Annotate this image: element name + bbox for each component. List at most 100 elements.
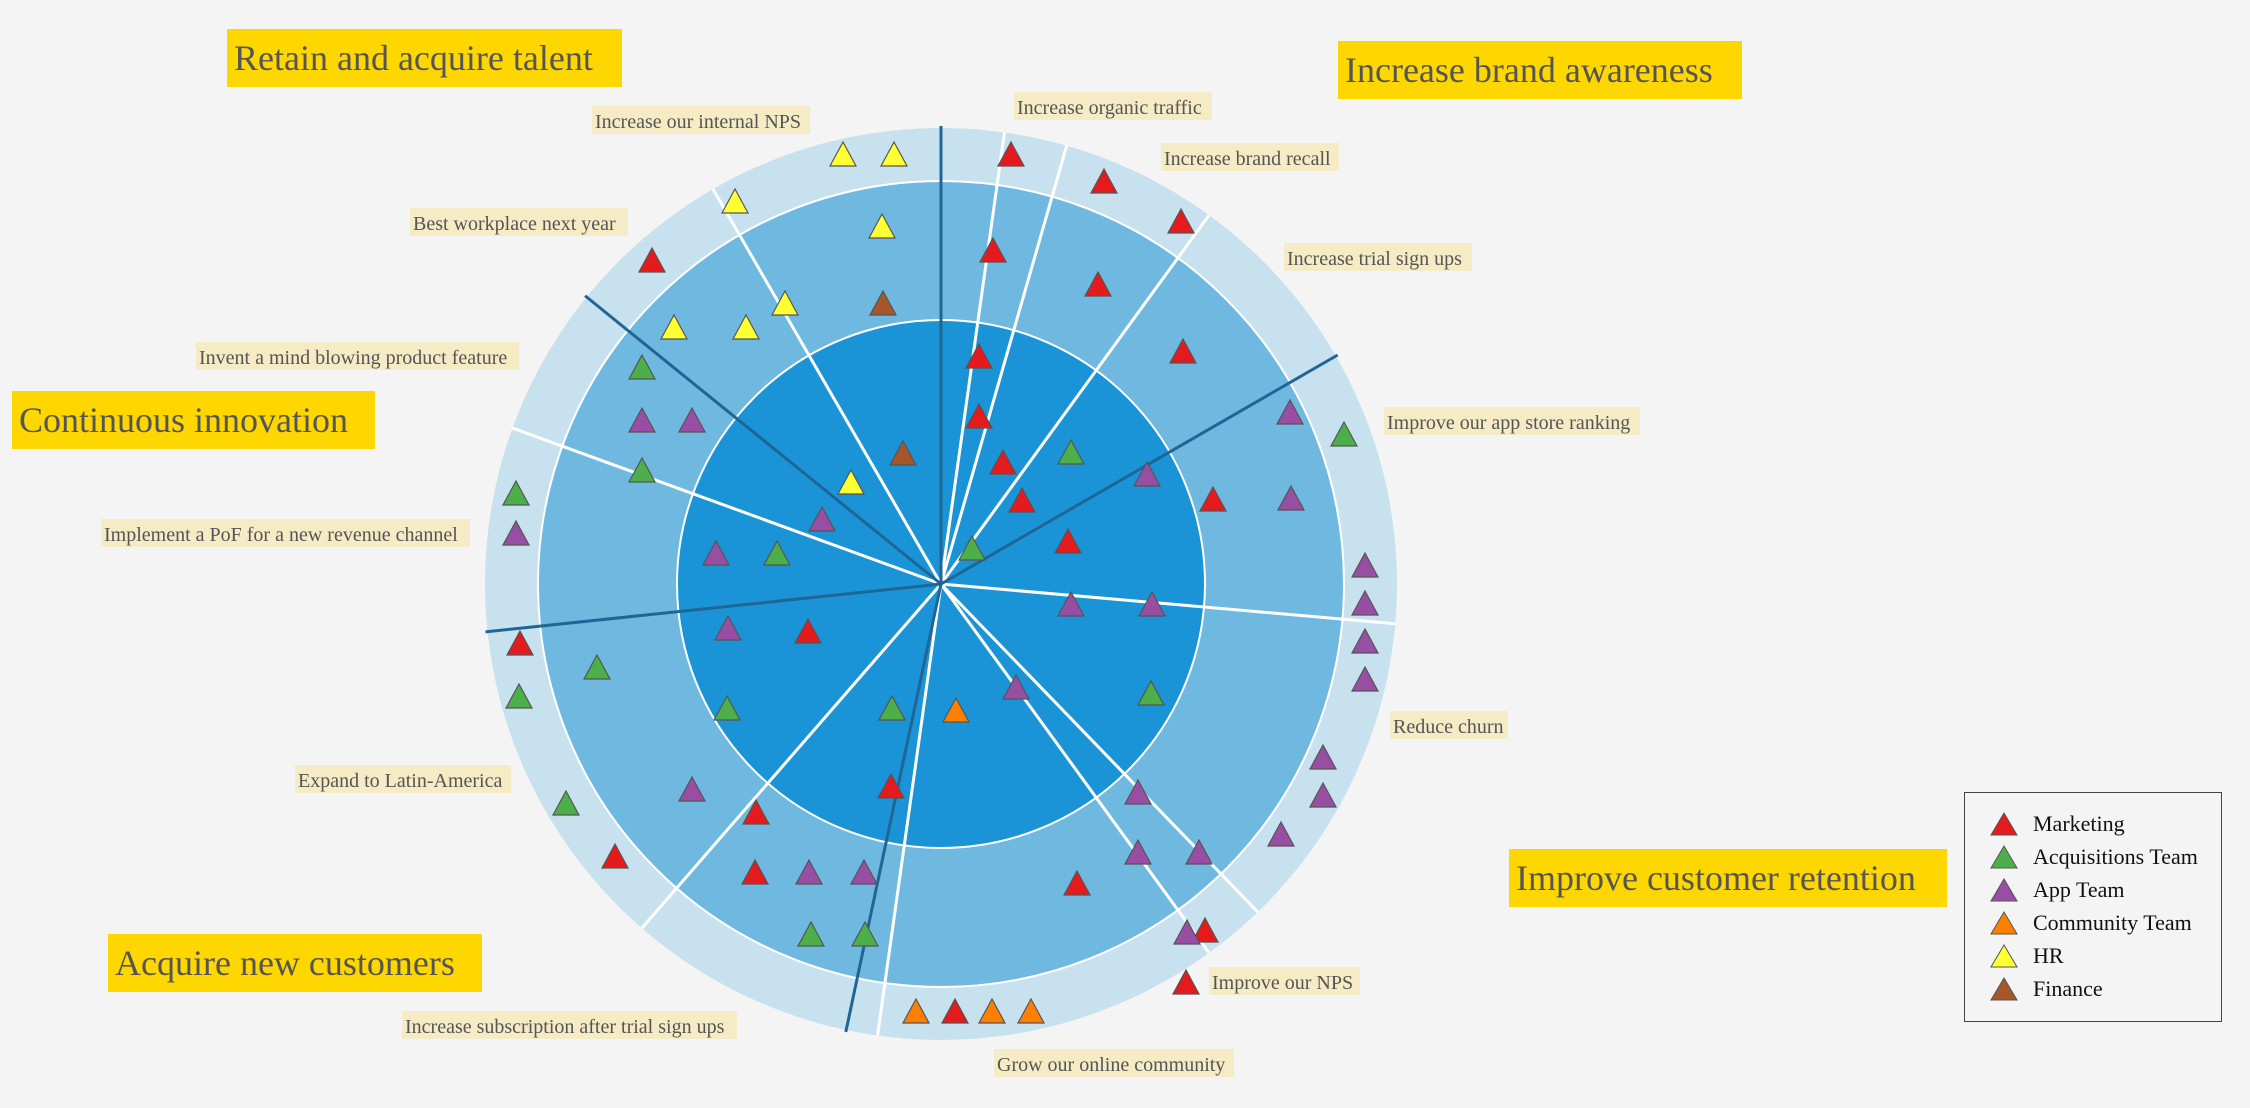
marker-community — [977, 997, 1007, 1024]
legend-label: Acquisitions Team — [2033, 843, 2198, 869]
marker-marketing — [1089, 167, 1119, 194]
triangle-icon — [1990, 943, 2018, 967]
objective-label: Expand to Latin-America — [295, 765, 511, 793]
marker-hr — [828, 140, 858, 167]
objective-divider — [940, 582, 1396, 626]
marker-app — [627, 406, 657, 433]
goal-divider — [844, 583, 943, 1033]
objective-label: Increase subscription after trial sign u… — [402, 1011, 737, 1039]
svg-text:Increase brand recall: Increase brand recall — [1164, 148, 1331, 170]
objective-label: Increase our internal NPS — [592, 106, 810, 134]
goal-title: Retain and acquire talent — [227, 29, 622, 87]
marker-hr — [836, 468, 866, 495]
marker-app — [1350, 627, 1380, 654]
marker-app — [1266, 820, 1296, 847]
marker-acquisitions — [957, 534, 987, 561]
goal-title: Continuous innovation — [12, 391, 375, 449]
legend-item-marketing: Marketing — [1989, 807, 2221, 840]
triangle-icon — [1990, 811, 2018, 835]
marker-marketing — [1171, 968, 1201, 995]
marker-marketing — [1190, 916, 1220, 943]
marker-acquisitions — [504, 682, 534, 709]
objective-label: Grow our online community — [994, 1049, 1234, 1077]
marker-marketing — [1198, 485, 1228, 512]
svg-text:Reduce churn: Reduce churn — [1393, 716, 1504, 738]
marker-acquisitions — [850, 920, 880, 947]
objective-label: Increase organic traffic — [1014, 92, 1212, 120]
marker-acquisitions — [1056, 438, 1086, 465]
objective-divider — [876, 583, 943, 1036]
objective-label: Increase brand recall — [1161, 143, 1339, 171]
marker-marketing — [1007, 486, 1037, 513]
triangle-icon — [1990, 910, 2018, 934]
goal-divider — [485, 582, 942, 634]
legend-item-app-team: App Team — [1989, 873, 2221, 906]
marker-hr — [867, 212, 897, 239]
marker-app — [677, 406, 707, 433]
objective-divider — [511, 426, 942, 586]
goal-divider — [584, 294, 942, 586]
marker-app — [1137, 590, 1167, 617]
goal-title: Improve customer retention — [1509, 849, 1947, 907]
svg-text:Improve our NPS: Improve our NPS — [1212, 972, 1353, 994]
marker-app — [807, 505, 837, 532]
marker-app — [713, 614, 743, 641]
svg-text:Acquire new customers: Acquire new customers — [115, 943, 455, 983]
marker-marketing — [1062, 869, 1092, 896]
svg-text:Improve customer retention: Improve customer retention — [1516, 858, 1916, 898]
marker-finance — [868, 289, 898, 316]
objective-label: Reduce churn — [1390, 711, 1508, 739]
legend-label: App Team — [2033, 876, 2125, 902]
marker-acquisitions — [877, 694, 907, 721]
marker-marketing — [996, 140, 1026, 167]
objective-label: Invent a mind blowing product feature — [196, 342, 519, 370]
marker-marketing — [964, 342, 994, 369]
marker-app — [1308, 781, 1338, 808]
svg-text:Expand to Latin-America: Expand to Latin-America — [298, 770, 502, 792]
marker-app — [1056, 590, 1086, 617]
marker-community — [901, 997, 931, 1024]
marker-marketing — [876, 772, 906, 799]
marker-acquisitions — [582, 653, 612, 680]
marker-app — [1001, 673, 1031, 700]
marker-acquisitions — [762, 539, 792, 566]
legend-label: HR — [2033, 942, 2064, 968]
legend-label: Finance — [2033, 975, 2103, 1001]
marker-app — [1275, 398, 1305, 425]
marker-app — [701, 539, 731, 566]
marker-app — [501, 519, 531, 546]
svg-text:Increase brand awareness: Increase brand awareness — [1345, 50, 1713, 90]
svg-text:Grow our online community: Grow our online community — [997, 1054, 1225, 1076]
marker-marketing — [793, 617, 823, 644]
marker-acquisitions — [796, 920, 826, 947]
objective-label: Improve our app store ranking — [1384, 407, 1640, 435]
team-markers — [501, 140, 1380, 1024]
triangle-icon — [1990, 877, 2018, 901]
objective-divider — [640, 583, 943, 930]
objective-divider — [711, 188, 943, 585]
marker-app — [677, 775, 707, 802]
svg-text:Improve our app store ranking: Improve our app store ranking — [1387, 412, 1630, 434]
goal-titles: Retain and acquire talent Increase brand… — [12, 29, 1947, 992]
marker-hr — [659, 313, 689, 340]
marker-marketing — [1083, 270, 1113, 297]
marker-acquisitions — [1136, 679, 1166, 706]
marker-app — [849, 858, 879, 885]
marker-app — [1123, 838, 1153, 865]
svg-text:Increase our internal NPS: Increase our internal NPS — [595, 111, 801, 133]
marker-finance — [888, 439, 918, 466]
objective-label: Improve our NPS — [1209, 967, 1360, 995]
legend-item-community: Community Team — [1989, 906, 2221, 939]
goal-divider — [940, 353, 1339, 586]
marker-marketing — [741, 798, 771, 825]
marker-acquisitions — [551, 789, 581, 816]
svg-text:Continuous innovation: Continuous innovation — [19, 400, 348, 440]
objective-label: Implement a PoF for a new revenue channe… — [101, 519, 470, 547]
marker-marketing — [964, 402, 994, 429]
legend-label: Community Team — [2033, 909, 2192, 935]
legend-item-hr: HR — [1989, 939, 2221, 972]
marker-app — [1308, 743, 1338, 770]
svg-text:Increase trial sign ups: Increase trial sign ups — [1287, 248, 1462, 270]
goal-title: Increase brand awareness — [1338, 41, 1742, 99]
